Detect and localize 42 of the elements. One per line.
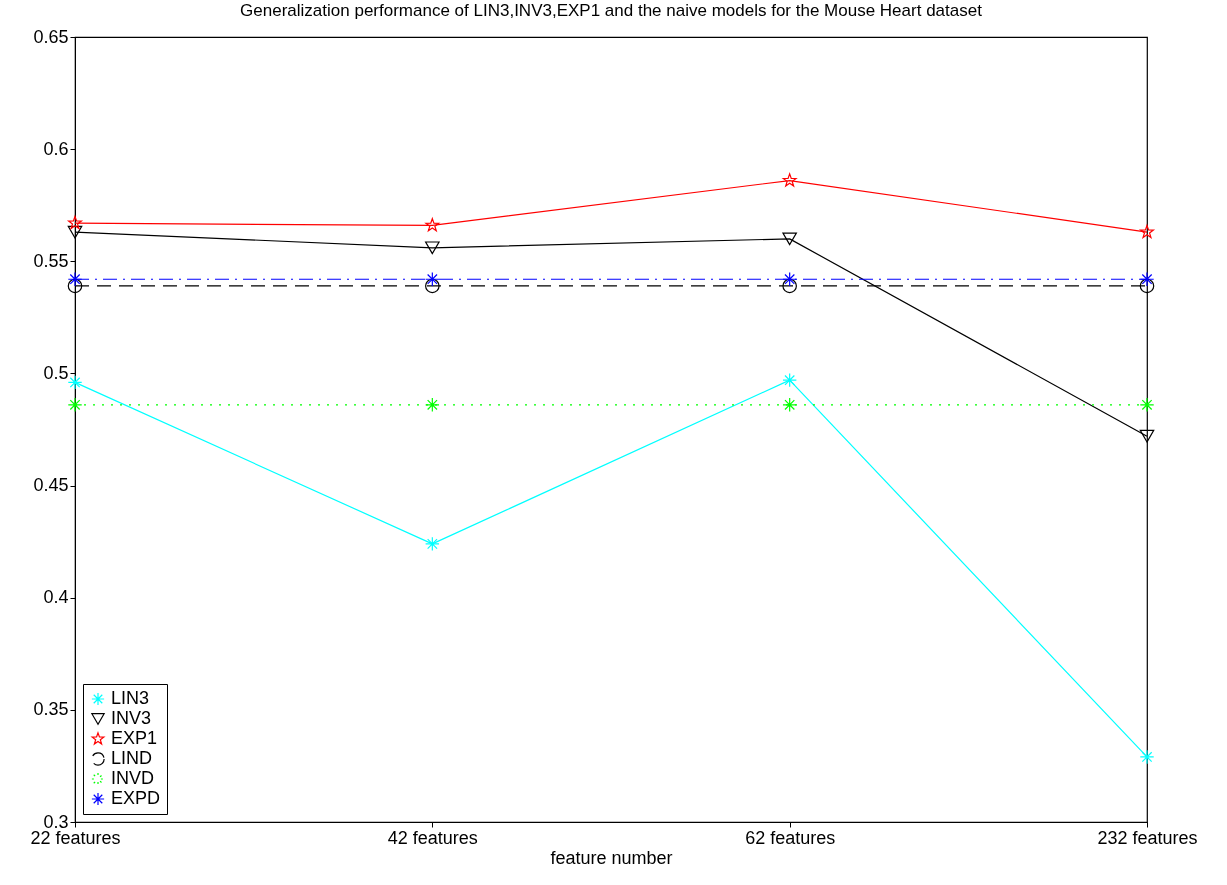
point: [67, 375, 83, 390]
point: [425, 536, 440, 552]
point: [1139, 271, 1155, 287]
point: [782, 271, 797, 287]
legend-label: EXPD: [111, 788, 161, 808]
y-tick-label: 0.45: [33, 475, 69, 496]
x-tick-label: 232 features: [1097, 827, 1198, 848]
point: [782, 372, 797, 388]
legend-label: EXP1: [111, 728, 158, 748]
point: [1139, 397, 1155, 413]
point: [1139, 429, 1155, 443]
x-tick-label: 42 features: [387, 827, 478, 848]
point: [425, 218, 440, 232]
y-tick-label: 0.6: [43, 138, 69, 159]
point: [425, 271, 440, 287]
point: [68, 215, 82, 230]
legend-label: LIND: [111, 748, 153, 768]
legend-label: LIN3: [111, 688, 150, 708]
point: [782, 173, 797, 187]
point: [1140, 224, 1154, 239]
point: [67, 278, 83, 294]
point: [67, 271, 83, 287]
point: [1139, 749, 1155, 765]
y-tick-label: 0.65: [33, 26, 69, 47]
point: [782, 232, 797, 246]
x-tick-label: 62 features: [745, 827, 836, 848]
point: [67, 397, 83, 413]
y-tick-label: 0.55: [33, 250, 69, 271]
y-tick-label: 0.5: [43, 362, 69, 383]
point: [67, 225, 83, 239]
y-tick-label: 0.4: [43, 587, 69, 608]
legend-label: INV3: [111, 708, 152, 728]
y-tick-label: 0.35: [33, 699, 69, 720]
x-axis-title: feature number: [550, 847, 673, 868]
legend-label: INVD: [111, 768, 155, 788]
point: [425, 278, 440, 294]
point: [782, 397, 797, 413]
point: [425, 241, 440, 255]
point: [425, 397, 440, 413]
point: [782, 278, 797, 294]
chart-title: Generalization performance of LIN3,INV3,EXP1 and the naive models for the Mouse Heart dataset: [240, 1, 983, 20]
point: [1139, 278, 1155, 294]
